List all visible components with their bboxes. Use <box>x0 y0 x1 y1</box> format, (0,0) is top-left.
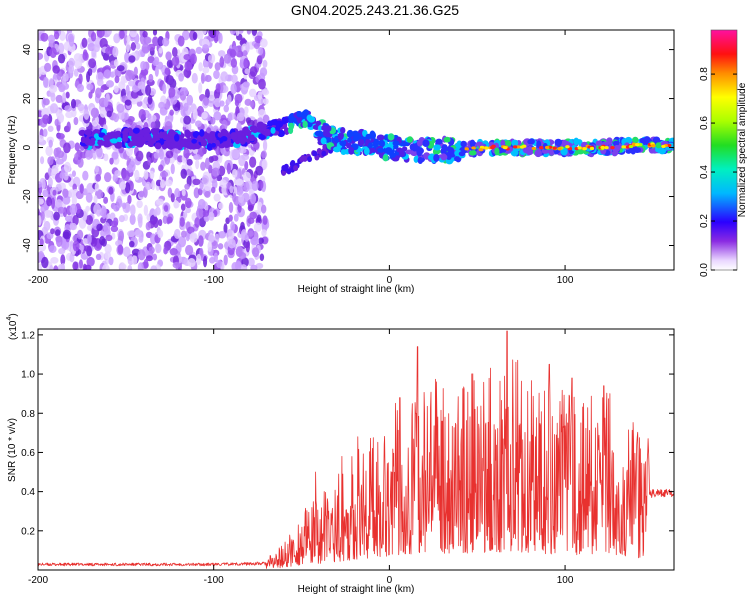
snr-panel: -200 -100 0 100 0.2 0.4 0.6 0.8 1.0 1.2 Height of… <box>6 313 675 595</box>
spectrogram-y-tick-label: -40 <box>22 238 33 253</box>
colorbar-tick-label: 0.2 <box>699 214 710 228</box>
snr-scale-exponent: 4 <box>6 317 13 321</box>
colorbar-ticks: 0.0 0.2 0.4 0.6 0.8 <box>699 67 737 277</box>
spectrogram-image <box>38 30 674 270</box>
spectrogram-y-label: Frequency (Hz) <box>7 116 18 185</box>
snr-y-tick-label: 0.2 <box>21 526 35 537</box>
spectrogram-x-tick-label: -100 <box>204 275 224 286</box>
spectrogram-x-tick-label: 0 <box>387 275 393 286</box>
colorbar-tick-label: 0.8 <box>699 67 710 81</box>
spectrogram-y-tick-label: 0 <box>22 144 33 150</box>
snr-y-tick-label: 1.2 <box>21 330 35 341</box>
snr-scale-label: (x10 <box>8 320 19 340</box>
colorbar-tick-label: 0.0 <box>699 263 710 277</box>
snr-y-label: SNR (10 * v/v) <box>7 418 18 482</box>
colorbar-label: Normalized spectral amplitude <box>737 82 748 217</box>
snr-y-tick-label: 0.8 <box>21 409 35 420</box>
snr-y-tick-label: 0.6 <box>21 448 35 459</box>
snr-ticks: -200 -100 0 100 0.2 0.4 0.6 0.8 1.0 1.2 <box>21 329 674 586</box>
colorbar-tick-label: 0.6 <box>699 116 710 130</box>
colorbar: 0.0 0.2 0.4 0.6 0.8 Normalized spectral ampl… <box>699 29 748 277</box>
figure-title: GN04.2025.243.21.36.G25 <box>290 2 460 18</box>
snr-x-tick-label: 0 <box>387 575 393 586</box>
snr-y-tick-label: 0.4 <box>21 487 35 498</box>
spectrogram-y-tick-label: 20 <box>22 93 33 105</box>
svg-text:(x104): (x104) <box>6 313 19 340</box>
snr-x-tick-label: -200 <box>28 575 48 586</box>
snr-y-tick-label: 1.0 <box>21 370 35 381</box>
colorbar-tick-label: 0.4 <box>699 165 710 179</box>
snr-x-tick-label: -100 <box>204 575 224 586</box>
spectrogram-y-tick-label: -20 <box>22 189 33 204</box>
spectrogram-x-label: Height of straight line (km) <box>298 284 415 295</box>
snr-scale-factor: (x104) <box>6 313 19 340</box>
snr-series-line <box>38 330 674 569</box>
snr-x-tick-label: 100 <box>557 575 574 586</box>
spectrogram-x-tick-label: -200 <box>28 275 48 286</box>
spectrogram-x-tick-label: 100 <box>557 275 574 286</box>
spectrogram-y-tick-label: 40 <box>22 44 33 56</box>
snr-x-label: Height of straight line (km) <box>298 584 415 595</box>
